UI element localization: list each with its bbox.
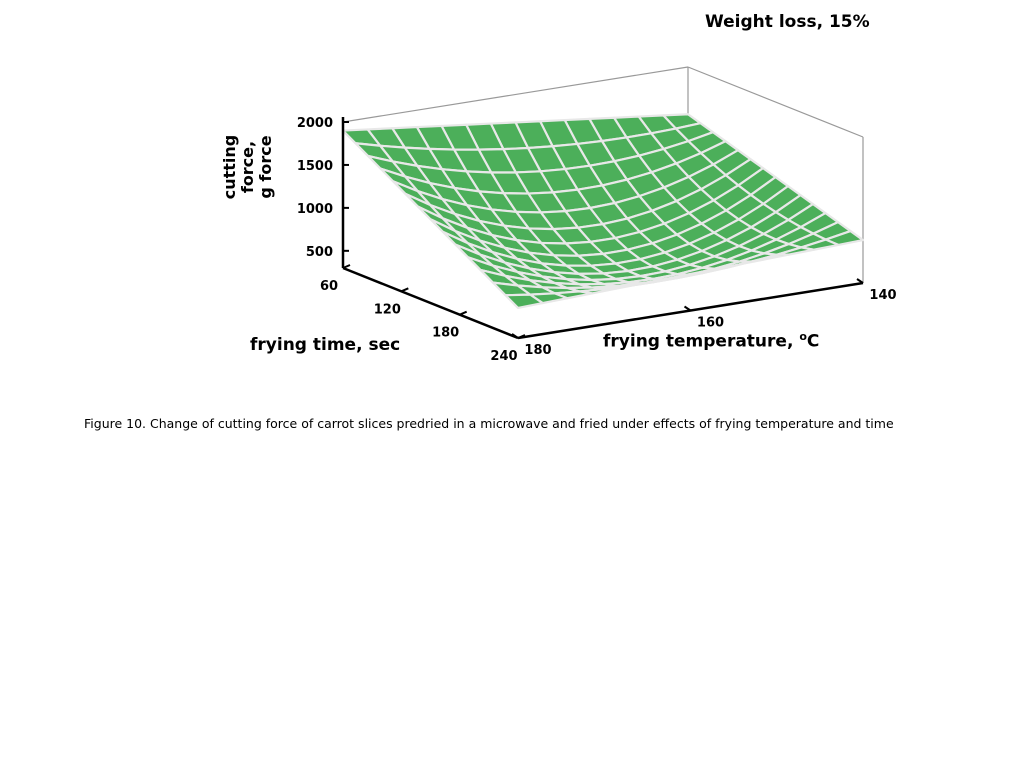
x-tick-label: 180 xyxy=(432,326,459,341)
x-tick xyxy=(517,334,526,339)
figure-caption: Figure 10. Change of cutting force of ca… xyxy=(84,416,894,431)
tick-labels: 2000 1500 1000 500 60 120 180 240 140 160 180 xyxy=(297,116,897,364)
z-axis-label: cutting force, g force xyxy=(220,107,275,227)
y-tick xyxy=(683,305,692,312)
y-tick-label: 180 xyxy=(524,343,551,358)
x-tick xyxy=(400,287,409,293)
x-axis-line xyxy=(342,266,519,340)
y-axis-label-text: frying temperature, xyxy=(603,331,800,352)
y-tick xyxy=(511,333,519,339)
chart-title: Weight loss, 15% xyxy=(705,12,870,32)
x-tick xyxy=(459,310,468,316)
frame-line xyxy=(342,66,689,123)
y-axis-label: frying temperature, oC xyxy=(603,330,819,352)
z-axis-label-line2: g force xyxy=(256,135,275,199)
x-tick-label: 120 xyxy=(374,302,401,317)
y-tick xyxy=(856,278,864,284)
y-axis-label-unit: C xyxy=(806,331,820,352)
x-tick-label: 60 xyxy=(320,279,338,294)
z-tick-label: 1000 xyxy=(297,202,333,217)
z-tick-label: 500 xyxy=(306,245,333,260)
response-surface xyxy=(341,113,865,310)
z-tick-label: 1500 xyxy=(297,159,333,174)
frame-line xyxy=(687,66,864,138)
surface-chart: 2000 1500 1000 500 60 120 180 240 140 160 180 xyxy=(297,66,897,364)
y-tick-label: 160 xyxy=(697,316,724,331)
z-tick-label: 2000 xyxy=(297,116,333,131)
y-tick-label: 140 xyxy=(869,288,896,303)
degree-sup: o xyxy=(799,330,807,343)
x-axis-label: frying time, sec xyxy=(250,335,401,355)
surface-cell xyxy=(504,293,544,310)
x-tick xyxy=(342,264,351,269)
x-tick-label: 240 xyxy=(490,349,517,364)
z-axis-label-line1: cutting force, xyxy=(220,134,257,200)
